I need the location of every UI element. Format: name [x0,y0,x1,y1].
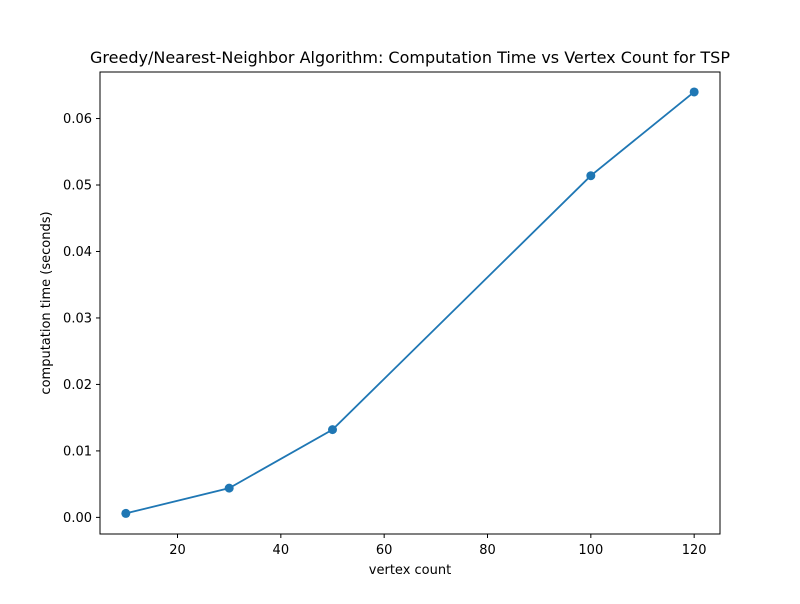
y-tick-label: 0.00 [63,511,92,526]
x-tick-label: 120 [682,543,707,558]
data-point [586,171,596,181]
plot-frame [99,71,721,535]
y-tick-label: 0.04 [63,245,92,260]
y-axis-label: computation time (seconds) [39,211,54,394]
x-axis-label: vertex count [369,563,451,578]
y-tick-label: 0.03 [63,311,92,326]
x-tick-label: 100 [578,543,603,558]
x-axis: 20 40 60 80 100 120 [169,534,707,558]
data-point [121,508,131,518]
data-point [689,87,699,97]
plot-area [99,71,721,535]
x-tick-label: 20 [169,543,186,558]
x-tick-label: 40 [273,543,290,558]
x-tick-label: 80 [479,543,496,558]
chart-title: Greedy/Nearest-Neighbor Algorithm: Compu… [90,48,730,67]
data-point [328,425,337,435]
data-point [224,483,234,493]
y-tick-label: 0.05 [63,179,92,194]
y-tick-label: 0.06 [63,112,92,127]
y-tick-label: 0.02 [63,378,92,393]
x-tick-label: 60 [376,543,393,558]
y-axis: 0.00 0.01 0.02 0.03 0.04 0.05 0.06 [63,112,100,526]
y-tick-label: 0.01 [63,444,92,459]
